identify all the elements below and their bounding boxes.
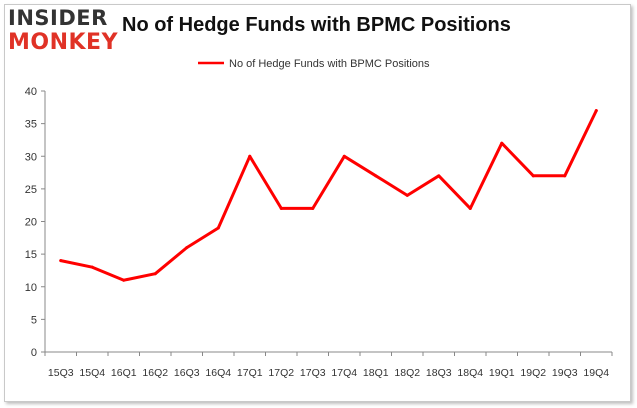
x-tick-label: 17Q3 xyxy=(300,367,326,379)
data-point xyxy=(248,154,252,158)
x-tick-label: 16Q4 xyxy=(205,367,231,379)
y-tick-label: 15 xyxy=(25,249,37,261)
data-point xyxy=(405,193,409,197)
y-tick-label: 10 xyxy=(25,282,37,294)
data-point xyxy=(594,109,598,113)
data-point xyxy=(279,206,283,210)
data-point xyxy=(122,278,126,282)
x-tick-label: 16Q1 xyxy=(111,367,137,379)
y-tick-label: 30 xyxy=(25,151,37,163)
logo-line-1: INSIDER xyxy=(8,6,108,30)
x-tick-label: 19Q2 xyxy=(520,367,546,379)
x-tick-label: 18Q2 xyxy=(394,367,420,379)
x-tick-label: 18Q1 xyxy=(363,367,389,379)
legend-label: No of Hedge Funds with BPMC Positions xyxy=(229,58,430,70)
data-point xyxy=(311,206,315,210)
data-point xyxy=(374,174,378,178)
x-tick-label: 18Q4 xyxy=(457,367,483,379)
y-tick-label: 20 xyxy=(25,217,37,229)
series-line xyxy=(59,109,598,282)
data-point xyxy=(500,141,504,145)
y-tick-label: 5 xyxy=(31,314,37,326)
data-point xyxy=(90,265,94,269)
y-tick-label: 0 xyxy=(31,347,37,359)
data-point xyxy=(531,174,535,178)
x-tick-label: 15Q3 xyxy=(48,367,74,379)
data-point xyxy=(563,174,567,178)
data-point xyxy=(468,206,472,210)
data-point xyxy=(437,174,441,178)
chart-frame xyxy=(4,4,631,402)
x-tick-label: 19Q4 xyxy=(583,367,609,379)
x-tick-label: 17Q1 xyxy=(237,367,263,379)
x-tick-label: 16Q2 xyxy=(142,367,168,379)
insider-monkey-logo: INSIDER MONKEY xyxy=(8,6,118,58)
y-tick-label: 25 xyxy=(25,184,37,196)
data-point xyxy=(342,154,346,158)
x-tick-label: 15Q4 xyxy=(79,367,105,379)
x-tick-label: 16Q3 xyxy=(174,367,200,379)
chart-title: No of Hedge Funds with BPMC Positions xyxy=(122,14,511,36)
data-point xyxy=(216,226,220,230)
x-tick-label: 17Q2 xyxy=(268,367,294,379)
data-point xyxy=(185,246,189,250)
data-point xyxy=(59,259,63,263)
x-tick-label: 19Q3 xyxy=(552,367,578,379)
logo-line-2: MONKEY xyxy=(8,30,119,55)
x-tick-label: 17Q4 xyxy=(331,367,357,379)
y-tick-label: 35 xyxy=(25,119,37,131)
data-point xyxy=(153,272,157,276)
y-tick-label: 40 xyxy=(25,86,37,98)
x-tick-label: 18Q3 xyxy=(426,367,452,379)
x-tick-label: 19Q1 xyxy=(489,367,515,379)
